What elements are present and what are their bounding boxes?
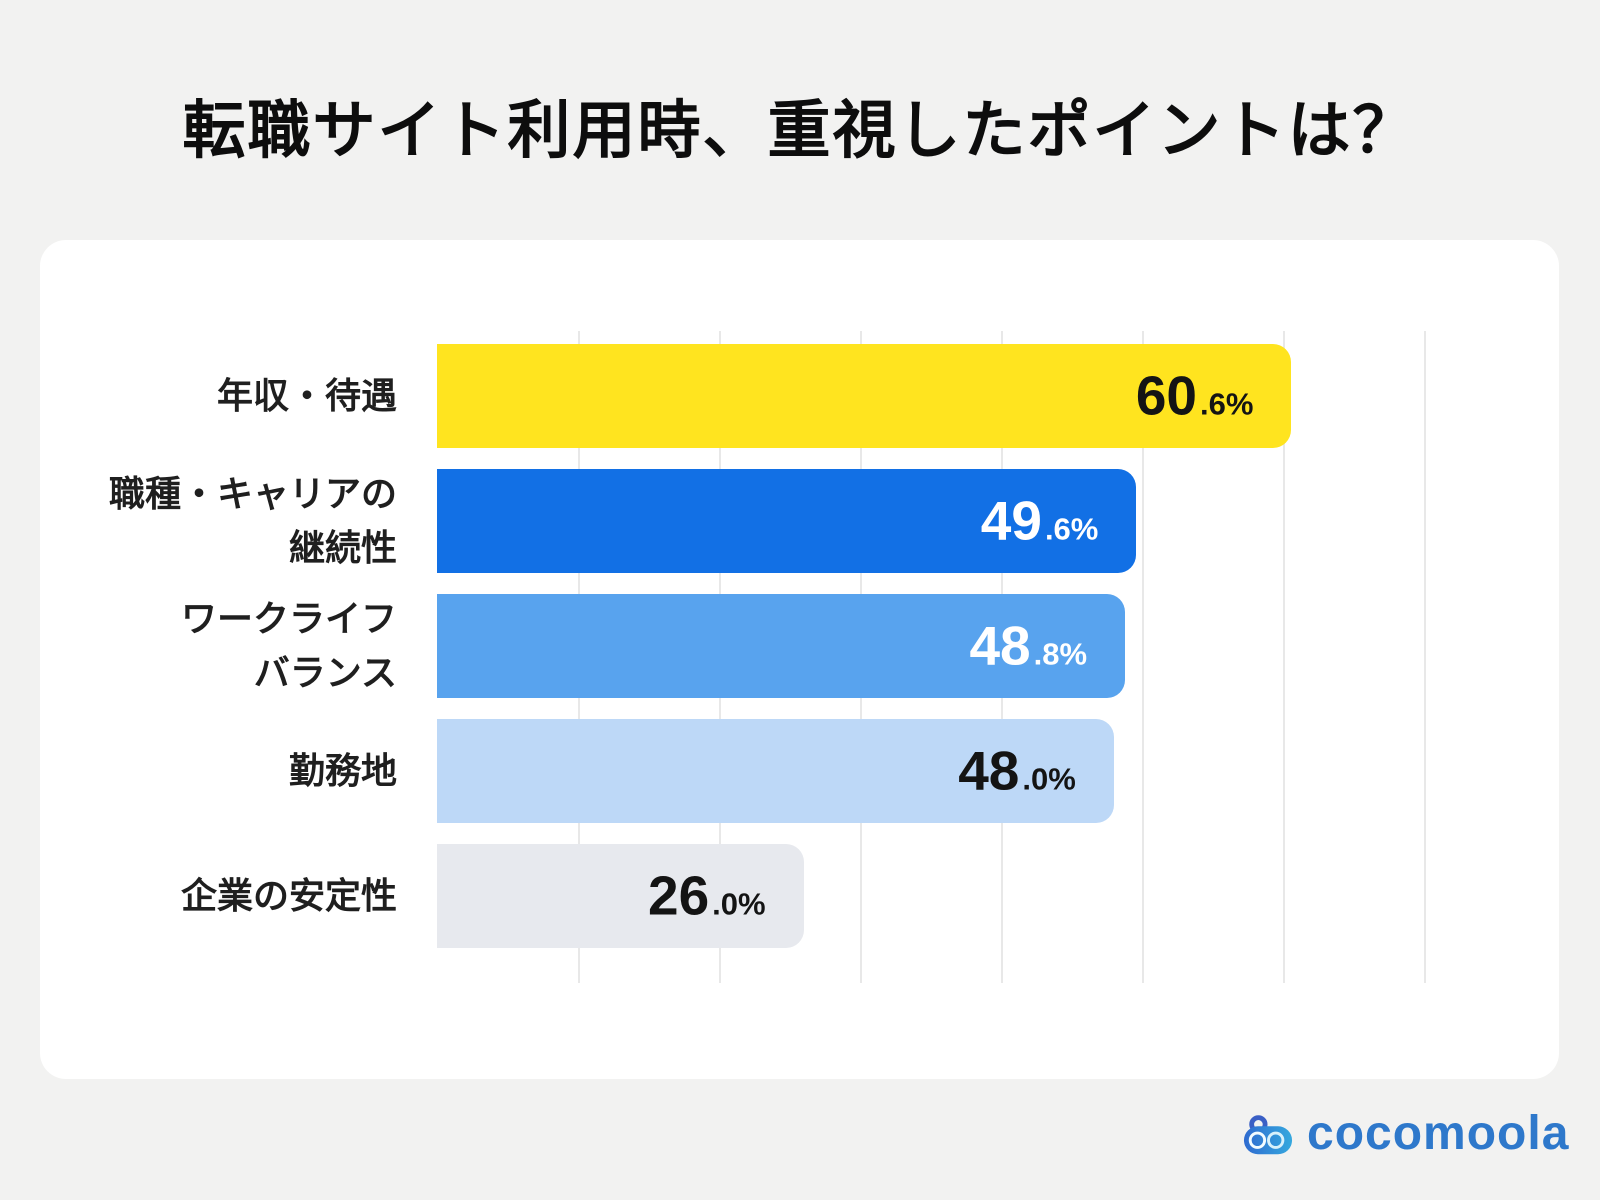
value-decimal-percent: .6% [1200,386,1254,422]
value-integer: 48 [958,739,1020,802]
chart-row: ワークライフ バランス 48.8% [181,594,1424,698]
value-decimal-percent: .0% [1022,761,1076,797]
icon-right-ring [1267,1131,1285,1149]
bar-chart-plot: 年収・待遇 60.6% 職種・キャリアの 継続性 49.6% ワークライフ バランス 48… [109,331,1426,983]
value-decimal-percent: .8% [1033,636,1088,672]
brand-name: cocomoola [1307,1107,1570,1160]
category-label: 年収・待遇 [216,375,397,416]
value-label: 49.6% [980,489,1099,552]
value-label: 26.0% [647,864,766,927]
value-label: 48.0% [958,739,1076,802]
category-label: 勤務地 [288,750,397,791]
chart-bar: 48.8% [437,594,1126,698]
chart-row: 勤務地 48.0% [289,719,1424,823]
value-integer: 48 [969,614,1031,677]
value-label: 60.6% [1135,364,1254,427]
chart-gridline [1283,331,1285,983]
chart-bar: 60.6% [437,344,1292,448]
value-label: 48.8% [969,614,1088,677]
value-integer: 49 [980,489,1042,552]
chart-bar: 49.6% [437,469,1137,573]
icon-left-ring [1248,1131,1267,1149]
chart-row: 職種・キャリアの 継続性 49.6% [109,469,1424,573]
chart-gridline [1142,331,1144,983]
chart-bar: 48.0% [437,719,1114,823]
value-integer: 60 [1135,364,1198,427]
category-label: 職種・キャリアの 継続性 [108,473,397,568]
category-label: ワークライフ バランス [180,598,397,693]
chart-gridline [1424,331,1426,983]
brand-logo: cocomoola [1243,1106,1569,1161]
value-decimal-percent: .6% [1044,511,1099,547]
chart-bar: 26.0% [437,844,804,948]
cocomoola-icon [1243,1114,1293,1154]
chart-row: 企業の安定性 26.0% [181,844,1424,948]
chart-row: 年収・待遇 60.6% [217,344,1424,448]
category-label: 企業の安定性 [180,875,397,916]
value-decimal-percent: .0% [712,886,766,922]
value-integer: 26 [647,864,710,927]
page-title: 転職サイト利用時、重視したポイントは？ [182,96,1418,166]
